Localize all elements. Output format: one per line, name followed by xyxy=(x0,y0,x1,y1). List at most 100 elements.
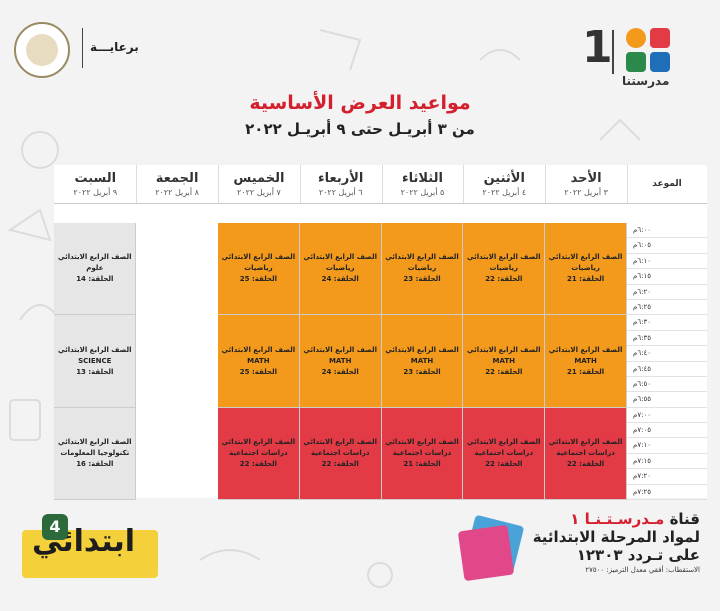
time-cell: ٦:١٥م xyxy=(627,269,707,285)
program-block: الصف الرابع الابتدائي تكنولوجيا المعلومات… xyxy=(54,407,137,501)
header: 1 مدرستنا برعايـــة مواعيد العرض الأساسي… xyxy=(0,0,720,160)
block-episode: الحلقة: 22 xyxy=(485,275,523,284)
time-cell: ٦:٤٠م xyxy=(627,346,707,362)
program-block: الصف الرابع الابتدائي علوم الحلقة: 14 xyxy=(54,223,137,316)
block-subject: رياضيات xyxy=(571,264,600,273)
day-name: الخميس xyxy=(233,171,285,186)
program-block: الصف الرابع الابتدائي دراسات اجتماعية الحل… xyxy=(218,407,300,501)
block-grade: الصف الرابع الابتدائي xyxy=(385,345,459,354)
footer: ابتدائي 4 قناة مـدرسـتـنـا ١ لمواد المرح… xyxy=(0,500,720,611)
program-block: الصف الرابع الابتدائي SCIENCE الحلقة: 13 xyxy=(54,315,137,408)
block-grade: الصف الرابع الابتدائي xyxy=(221,253,296,262)
time-cell: ٧:٠٥م xyxy=(627,423,707,439)
block-grade: الصف الرابع الابتدائي xyxy=(221,345,296,354)
program-block: الصف الرابع الابتدائي رياضيات الحلقة: 23 xyxy=(381,223,464,316)
time-cell: ٦:٠٠م xyxy=(627,223,707,239)
day-header: السبت ٩ أبريل ٢٠٢٢ xyxy=(54,165,138,203)
day-header: الأحد ٣ أبريل ٢٠٢٢ xyxy=(545,165,628,203)
time-cell: ٧:٢٠م xyxy=(627,469,707,485)
block-grade: الصف الرابع الابتدائي xyxy=(548,253,623,262)
block-subject: MATH xyxy=(492,356,516,365)
program-block: الصف الرابع الابتدائي دراسات اجتماعية الحل… xyxy=(545,407,627,501)
block-subject: MATH xyxy=(328,356,352,365)
block-subject: SCIENCE xyxy=(78,356,112,365)
program-block: الصف الرابع الابتدائي دراسات اجتماعية الحل… xyxy=(463,407,546,501)
block-subject: دراسات اجتماعية xyxy=(392,448,452,457)
day-date: ٧ أبريل ٢٠٢٢ xyxy=(237,188,281,197)
program-block: الصف الرابع الابتدائي دراسات اجتماعية الحل… xyxy=(381,407,464,501)
block-grade: الصف الرابع الابتدائي xyxy=(548,437,623,446)
day-date: ٤ أبريل ٢٠٢٢ xyxy=(482,188,527,197)
block-grade: الصف الرابع الابتدائي xyxy=(466,345,541,354)
time-column-header: الموعد xyxy=(652,179,682,189)
channel-name: مـدرسـتـنـا ١ xyxy=(570,510,665,528)
block-subject: MATH xyxy=(247,356,270,365)
page-title: مواعيد العرض الأساسية xyxy=(249,92,471,114)
block-subject: تكنولوجيا المعلومات xyxy=(60,448,130,457)
block-grade: الصف الرابع الابتدائي xyxy=(303,253,377,262)
block-grade: الصف الرابع الابتدائي xyxy=(466,437,541,446)
block-subject: دراسات اجتماعية xyxy=(556,448,615,457)
block-episode: الحلقة: 23 xyxy=(403,275,441,284)
time-cell: ٧:١٠م xyxy=(627,438,707,454)
block-episode: الحلقة: 22 xyxy=(485,459,523,468)
time-cell: ٧:٠٠م xyxy=(627,408,707,424)
day-header: الخميس ٧ أبريل ٢٠٢٢ xyxy=(218,165,301,203)
day-date: ٩ أبريل ٢٠٢٢ xyxy=(73,188,118,197)
block-subject: رياضيات xyxy=(325,264,355,273)
day-name: الأثنين xyxy=(483,171,525,186)
header-divider xyxy=(54,203,707,204)
block-grade: الصف الرابع الابتدائي xyxy=(57,253,132,262)
block-episode: الحلقة: 25 xyxy=(239,367,277,376)
schedule-grid: الموعد الأحد ٣ أبريل ٢٠٢٢ الأثنين ٤ أبريل ٢… xyxy=(54,165,707,501)
block-grade: الصف الرابع الابتدائي xyxy=(57,437,132,446)
block-grade: الصف الرابع الابتدائي xyxy=(385,253,459,262)
logo-divider xyxy=(612,30,614,74)
time-cell: ٧:١٥م xyxy=(627,454,707,470)
sponsor-label: برعايـــة xyxy=(90,40,139,54)
day-name: الأحد xyxy=(570,171,602,186)
channel-frequency: على تـردد ١٢٣٠٣ xyxy=(576,546,700,564)
block-episode: الحلقة: 21 xyxy=(566,367,605,376)
block-subject: رياضيات xyxy=(407,264,437,273)
ministry-seal-icon xyxy=(14,22,70,78)
block-grade: الصف الرابع الابتدائي xyxy=(303,437,377,446)
time-cell: ٦:٣٥م xyxy=(627,331,707,347)
notebook-icon xyxy=(458,515,524,581)
block-subject: دراسات اجتماعية xyxy=(229,448,288,457)
block-episode: الحلقة: 24 xyxy=(321,367,359,376)
block-grade: الصف الرابع الابتدائي xyxy=(221,437,296,446)
block-subject: رياضيات xyxy=(489,264,519,273)
time-cell: ٦:٥٥م xyxy=(627,392,707,408)
ministry-logo: برعايـــة xyxy=(14,22,144,78)
time-cell: ٧:٢٥م xyxy=(627,485,707,501)
block-episode: الحلقة: 21 xyxy=(403,459,441,468)
channel-info: قناة مـدرسـتـنـا ١ لمواد المرحلة الابتدا… xyxy=(533,510,700,574)
day-header: الثلاثاء ٥ أبريل ٢٠٢٢ xyxy=(382,165,465,203)
brand-tiles-icon xyxy=(626,28,672,74)
brand-name: مدرستنا xyxy=(622,74,670,88)
program-block: الصف الرابع الابتدائي رياضيات الحلقة: 25 xyxy=(218,223,300,316)
time-column: ٦:٠٠م ٦:٠٥م ٦:١٠م ٦:١٥م ٦:٢٠م ٦:٢٥م ٦:٣٠م ٦:٣٥م… xyxy=(627,223,707,501)
block-episode: الحلقة: 22 xyxy=(239,459,277,468)
block-subject: MATH xyxy=(574,356,597,365)
block-episode: الحلقة: 24 xyxy=(321,275,359,284)
block-grade: الصف الرابع الابتدائي xyxy=(57,345,132,354)
time-cell: ٦:٣٠م xyxy=(627,315,707,331)
block-episode: الحلقة: 14 xyxy=(76,275,114,284)
block-grade: الصف الرابع الابتدائي xyxy=(548,345,623,354)
channel-line: قناة مـدرسـتـنـا ١ xyxy=(533,510,700,528)
program-block: الصف الرابع الابتدائي رياضيات الحلقة: 21 xyxy=(545,223,627,316)
block-episode: الحلقة: 22 xyxy=(485,367,523,376)
day-header: الجمعة ٨ أبريل ٢٠٢٢ xyxy=(136,165,219,203)
day-date: ٦ أبريل ٢٠٢٢ xyxy=(318,188,363,197)
day-name: الثلاثاء xyxy=(402,171,443,186)
time-cell: ٦:١٠م xyxy=(627,254,707,270)
day-name: الجمعة xyxy=(155,171,199,186)
block-subject: رياضيات xyxy=(244,264,273,273)
block-episode: الحلقة: 22 xyxy=(566,459,605,468)
day-date: ٨ أبريل ٢٠٢٢ xyxy=(155,188,199,197)
program-block: الصف الرابع الابتدائي دراسات اجتماعية الحل… xyxy=(299,407,382,501)
day-date: ٣ أبريل ٢٠٢٢ xyxy=(564,188,608,197)
block-subject: دراسات اجتماعية xyxy=(310,448,370,457)
